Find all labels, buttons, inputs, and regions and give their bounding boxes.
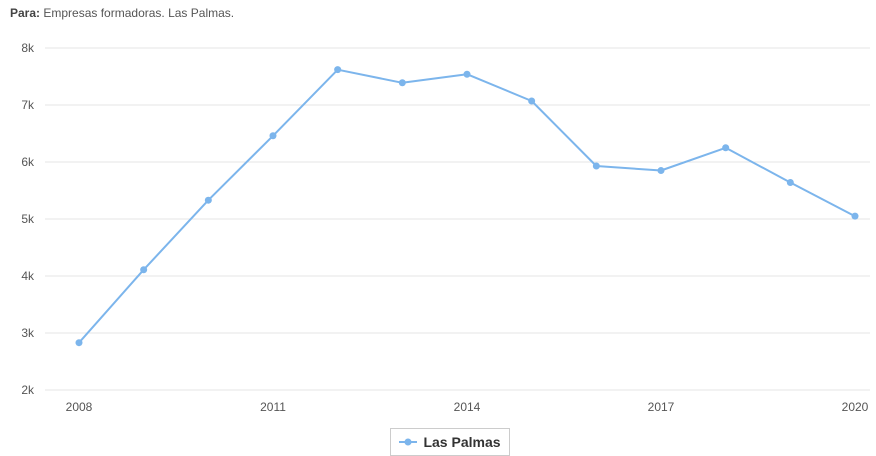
data-point[interactable] (851, 212, 859, 220)
data-point[interactable] (592, 162, 600, 170)
y-tick-label: 3k (21, 326, 35, 340)
x-tick-label: 2020 (842, 400, 869, 414)
filter-caption: Para: Empresas formadoras. Las Palmas. (10, 6, 234, 20)
y-tick-label: 6k (21, 155, 35, 169)
x-tick-label: 2008 (66, 400, 93, 414)
data-point[interactable] (786, 179, 794, 187)
y-axis-ticks: 2k 3k 4k 5k 6k 7k 8k (21, 41, 35, 397)
legend[interactable]: Las Palmas (390, 428, 510, 456)
data-point[interactable] (334, 66, 342, 74)
data-point[interactable] (657, 167, 665, 175)
y-tick-label: 5k (21, 212, 35, 226)
x-tick-label: 2014 (454, 400, 481, 414)
data-point[interactable] (528, 97, 536, 105)
y-tick-label: 8k (21, 41, 35, 55)
legend-swatch-icon (399, 438, 418, 446)
data-point[interactable] (463, 70, 471, 78)
grid-lines (45, 47, 870, 391)
data-point[interactable] (398, 79, 406, 87)
x-tick-label: 2017 (648, 400, 675, 414)
filter-label: Para: (10, 6, 41, 20)
data-point[interactable] (204, 196, 212, 204)
data-point[interactable] (722, 144, 730, 152)
series-line (78, 68, 856, 344)
y-tick-label: 2k (21, 383, 35, 397)
filter-value: Empresas formadoras. Las Palmas. (43, 6, 235, 20)
y-tick-label: 4k (21, 269, 35, 283)
data-point[interactable] (75, 339, 83, 347)
x-tick-label: 2011 (260, 400, 286, 414)
x-axis-ticks: 2008 2011 2014 2017 2020 (66, 400, 869, 414)
y-tick-label: 7k (21, 98, 35, 112)
data-point[interactable] (269, 132, 277, 140)
data-point[interactable] (140, 266, 148, 274)
series-las-palmas[interactable] (75, 66, 859, 347)
legend-label: Las Palmas (423, 434, 501, 450)
